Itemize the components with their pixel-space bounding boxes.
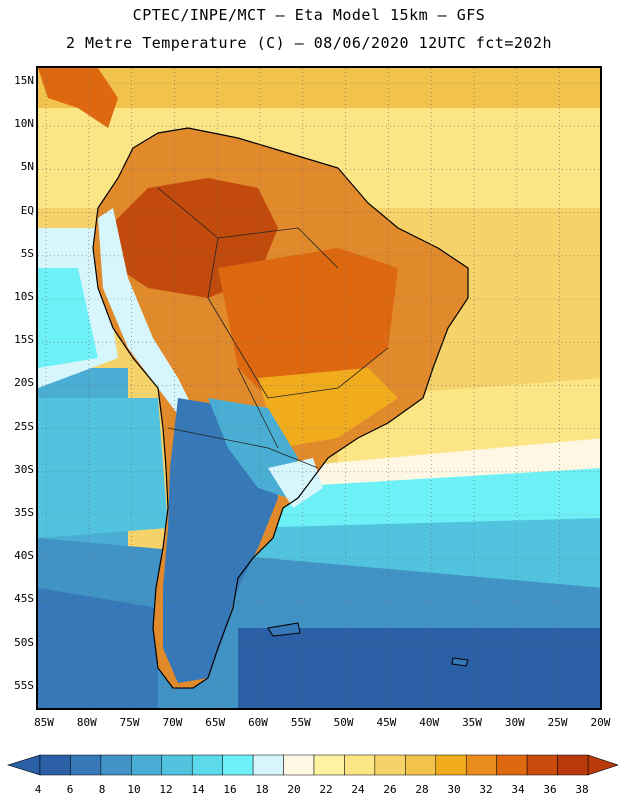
lon-label: 20W: [590, 716, 611, 729]
lon-label: 80W: [76, 716, 97, 729]
southeast-mild: [258, 368, 398, 448]
map-title-line-1: CPTEC/INPE/MCT – Eta Model 15km – GFS: [132, 6, 486, 24]
colorbar-tick: 22: [319, 783, 333, 796]
colorbar-tick: 20: [287, 783, 301, 796]
colorbar-swatch: [131, 754, 163, 776]
colorbar-swatch: [100, 754, 132, 776]
colorbar: [6, 754, 618, 776]
lon-label: 45W: [376, 716, 397, 729]
colorbar-swatch: [70, 754, 102, 776]
ocean-pacific-18: [38, 268, 98, 368]
colorbar-tick: 36: [543, 783, 557, 796]
colorbar-tick: 32: [479, 783, 493, 796]
colorbar-swatch: [39, 754, 71, 776]
colorbar-low-arrow: [6, 754, 41, 776]
colorbar-tick: 4: [34, 783, 42, 796]
central-brazil-warm: [218, 248, 398, 398]
lat-label: 45S: [14, 592, 34, 606]
colorbar-tick: 18: [255, 783, 269, 796]
uruguay-cool: [268, 458, 323, 508]
colorbar-tick: 10: [127, 783, 141, 796]
lon-label: 40W: [419, 716, 440, 729]
lat-label: 15S: [14, 333, 34, 347]
colorbar-swatch: [161, 754, 193, 776]
colorbar-tick: 12: [159, 783, 173, 796]
lat-label: 40S: [14, 549, 34, 563]
colorbar-swatch: [374, 754, 406, 776]
lon-label: 50W: [333, 716, 354, 729]
lat-label: 30S: [14, 462, 34, 476]
lat-label: 25S: [14, 419, 34, 433]
lon-label: 70W: [162, 716, 183, 729]
colorbar-tick: 38: [575, 783, 589, 796]
ocean-pacific-12: [38, 398, 168, 538]
coastline: [92, 127, 469, 689]
lat-label: 35S: [14, 506, 34, 519]
lat-label: 10N: [14, 117, 34, 131]
lon-label: 85W: [34, 716, 54, 729]
lon-label: 60W: [248, 716, 268, 729]
colorbar-swatch: [313, 754, 345, 776]
lon-label: 25W: [547, 716, 568, 729]
country-borders: [157, 187, 389, 469]
colorbar-tick: 28: [415, 783, 429, 796]
colorbar-swatch: [435, 754, 467, 776]
ocean-band-4: [238, 628, 600, 708]
colorbar-swatch: [344, 754, 376, 776]
colorbar-swatch: [283, 754, 315, 776]
ocean-northeast-warm: [38, 68, 600, 108]
lat-label: 15N: [14, 74, 34, 87]
lat-lon-grid: [38, 68, 600, 708]
colorbar-swatch: [465, 754, 497, 776]
colorbar-tick: 16: [223, 783, 237, 796]
ocean-band-6: [38, 588, 158, 708]
colorbar-tick: 14: [191, 783, 205, 796]
colorbar-swatch: [557, 754, 589, 776]
lon-label: 35W: [462, 716, 482, 729]
lat-label: 5S: [20, 246, 34, 260]
lat-label: 55S: [14, 678, 34, 692]
colorbar-tick: 30: [447, 783, 461, 796]
colorbar-tick: 8: [98, 783, 106, 796]
map-title-line-2: 2 Metre Temperature (C) – 08/06/2020 12U…: [65, 34, 553, 52]
colorbar-tick: 26: [383, 783, 397, 796]
lon-label: 65W: [205, 716, 226, 729]
colorbar-swatch: [252, 754, 284, 776]
lat-label: 50S: [14, 635, 34, 649]
andes-cool-strip: [98, 208, 198, 428]
colorbar-tick: 34: [511, 783, 525, 796]
temperature-map: [36, 66, 602, 710]
colorbar-swatch: [526, 754, 558, 776]
lon-label: 30W: [504, 716, 525, 729]
colorbar-tick: 24: [351, 783, 365, 796]
lon-label: 75W: [119, 716, 140, 729]
map-canvas: [38, 68, 600, 708]
colorbar-high-arrow: [587, 754, 618, 776]
lon-label: 55W: [290, 716, 311, 729]
colorbar-swatch: [191, 754, 223, 776]
colorbar-swatch: [222, 754, 254, 776]
lat-label: 5N: [20, 160, 34, 174]
colorbar-swatches: [39, 754, 589, 776]
colorbar-swatch: [496, 754, 528, 776]
lat-label: EQ: [20, 203, 34, 217]
lat-label: 10S: [14, 290, 34, 303]
falkland-islands: [267, 622, 469, 667]
lat-label: 20S: [14, 376, 34, 390]
colorbar-swatch: [405, 754, 437, 776]
colorbar-tick: 6: [66, 783, 74, 796]
